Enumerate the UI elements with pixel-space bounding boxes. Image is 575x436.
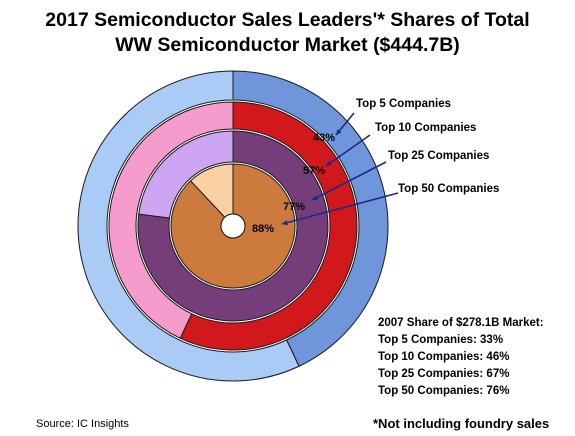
slice-2-rest — [108, 101, 234, 339]
comparison-title: 2007 Share of $278.1B Market: — [378, 317, 544, 329]
chart-title-line-2: WW Semiconductor Market ($444.7B) — [115, 34, 460, 56]
comparison-name: Top 5 Companies: — [378, 334, 477, 346]
comparison-row-top10: Top 10 Companies: 46% — [378, 349, 544, 366]
comparison-name: Top 10 Companies: — [378, 351, 484, 363]
leader-arrowhead — [336, 129, 342, 135]
slice-3-share — [137, 130, 329, 322]
series-name-label: Top 5 Companies — [356, 98, 451, 110]
series-name-label: Top 10 Companies — [375, 122, 476, 134]
leader-arrowhead — [326, 160, 332, 166]
comparison-row-top5: Top 5 Companies: 33% — [378, 332, 544, 349]
leader-arrowhead — [282, 220, 288, 226]
chart-title-line-1: 2017 Semiconductor Sales Leaders'* Share… — [45, 9, 530, 31]
slice-2-share — [179, 101, 358, 351]
footnote: *Not including foundry sales — [373, 416, 550, 431]
leader-line — [311, 161, 387, 201]
comparison-value: 46% — [486, 351, 510, 363]
ring-value-label: 77% — [283, 201, 305, 213]
slice-1-rest — [77, 70, 300, 382]
source-note: Source: IC Insights — [36, 418, 129, 430]
donut-hole — [220, 213, 246, 239]
comparison-name: Top 50 Companies: — [378, 385, 484, 397]
series-name-label: Top 25 Companies — [388, 150, 489, 162]
ring-value-label: 43% — [313, 132, 335, 144]
leader-arrowhead — [312, 195, 318, 200]
leader-line — [281, 192, 399, 225]
slice-3-rest — [138, 130, 234, 219]
comparison-row-top50: Top 50 Companies: 76% — [378, 383, 544, 400]
leader-line — [325, 134, 371, 167]
comparison-2007-block: 2007 Share of $278.1B Market: Top 5 Comp… — [378, 315, 544, 400]
comparison-value: 67% — [486, 368, 510, 380]
comparison-row-top25: Top 25 Companies: 67% — [378, 366, 544, 383]
comparison-name: Top 25 Companies: — [378, 368, 484, 380]
comparison-value: 33% — [480, 334, 504, 346]
ring-value-label: 88% — [252, 223, 274, 235]
series-name-label: Top 50 Companies — [398, 183, 499, 195]
ring-value-label: 57% — [303, 165, 325, 177]
comparison-value: 76% — [486, 385, 510, 397]
